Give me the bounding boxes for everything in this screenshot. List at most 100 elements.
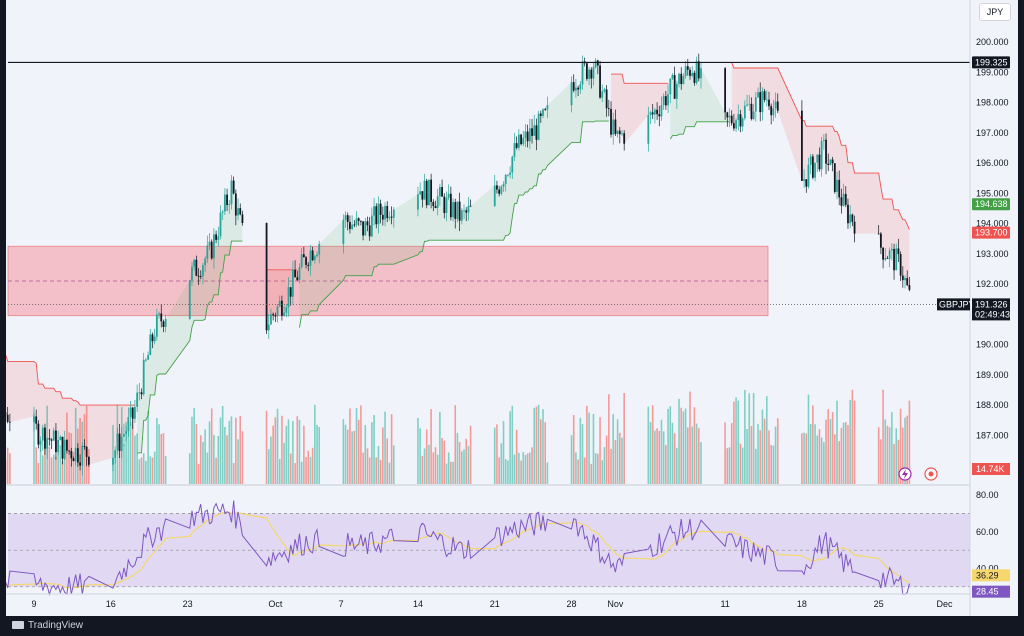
volume-bar xyxy=(79,418,81,484)
candle-body xyxy=(370,215,373,237)
volume-bar xyxy=(496,424,498,484)
candle xyxy=(381,206,384,226)
volume-bar xyxy=(511,405,514,484)
candle-body xyxy=(283,312,286,316)
chart-frame[interactable]: 200.000 199.000 198.000 197.000 196.000 195.0… xyxy=(6,0,1018,616)
candle xyxy=(39,436,42,452)
candle-body xyxy=(298,267,301,281)
record-icon[interactable] xyxy=(924,467,938,481)
volume-bar xyxy=(125,421,127,484)
candle xyxy=(743,100,746,121)
candle xyxy=(158,311,160,319)
candle xyxy=(752,104,755,121)
candle xyxy=(884,248,887,262)
candle-body xyxy=(291,269,294,297)
price-chart[interactable]: 200.000 199.000 198.000 197.000 196.000 195.0… xyxy=(6,0,1018,616)
volume-bar xyxy=(535,406,538,484)
price-tick-label: 189.000 xyxy=(976,370,1009,380)
supertrend-down-tag[interactable]: 193.700 xyxy=(972,226,1010,239)
volume-bar xyxy=(285,425,288,484)
volume-bar xyxy=(678,398,680,484)
rsi-ma-tag-text: 36.29 xyxy=(976,570,999,580)
watermark-text: TradingView xyxy=(28,620,84,631)
volume-bar xyxy=(35,447,37,484)
currency-selector[interactable]: JPY xyxy=(979,3,1011,21)
volume-bar xyxy=(112,425,114,484)
candle-body xyxy=(822,139,825,141)
volume-bar xyxy=(827,409,830,484)
candle-body xyxy=(774,101,777,109)
volume-bar xyxy=(142,453,145,484)
candle xyxy=(454,198,457,229)
tradingview-logo[interactable]: TradingView xyxy=(12,620,83,631)
candle-body xyxy=(193,259,196,267)
volume-bar xyxy=(546,462,549,484)
volume-bar xyxy=(33,413,35,484)
candle xyxy=(278,295,281,308)
candle xyxy=(120,427,123,459)
candle xyxy=(419,182,422,196)
candle-body xyxy=(770,106,773,116)
candle xyxy=(417,186,419,217)
price-tick-label: 188.000 xyxy=(976,400,1009,410)
candle-body xyxy=(237,208,239,216)
candle-body xyxy=(511,156,514,173)
volume-bar xyxy=(748,393,751,484)
candle xyxy=(202,262,204,285)
supertrend-up-tag[interactable]: 194.638 xyxy=(972,198,1010,211)
candle-body xyxy=(458,201,461,221)
volume-bar xyxy=(594,453,597,484)
candle-body xyxy=(114,450,117,458)
candle xyxy=(820,136,823,177)
candle-body xyxy=(515,143,518,148)
last-price-bg xyxy=(972,298,1010,321)
candle xyxy=(838,170,841,206)
volume-bar xyxy=(570,435,573,484)
candle-body xyxy=(164,319,167,327)
horizontal-line-price-tag[interactable]: 199.325 xyxy=(972,56,1010,69)
candle-body xyxy=(151,334,154,342)
candle-body xyxy=(239,208,242,215)
candle xyxy=(656,102,658,120)
rsi-ma-tag[interactable]: 36.29 xyxy=(972,569,1010,582)
candle xyxy=(123,423,125,447)
candle-body xyxy=(226,194,228,205)
volume-bar xyxy=(307,450,310,484)
volume-tag[interactable]: 14.74K xyxy=(972,463,1010,475)
volume-bar xyxy=(443,440,446,484)
lightning-icon[interactable] xyxy=(898,467,912,481)
candle-body xyxy=(513,143,516,157)
candle-body xyxy=(267,324,270,331)
candle xyxy=(809,153,812,175)
volume-bar xyxy=(671,422,674,484)
candle xyxy=(849,205,852,229)
rsi-value-tag[interactable]: 28.45 xyxy=(972,585,1010,598)
candle xyxy=(434,200,437,209)
candle-body xyxy=(667,94,669,106)
volume-bar xyxy=(761,409,764,484)
candle xyxy=(217,226,220,247)
candle xyxy=(234,189,237,226)
candle-body xyxy=(195,259,198,276)
volume-bar xyxy=(419,428,421,484)
candle-body xyxy=(39,440,42,445)
candle-body xyxy=(313,256,316,261)
volume-bar xyxy=(215,457,217,484)
volume-bar xyxy=(812,405,814,484)
candle xyxy=(267,314,270,339)
volume-bar xyxy=(774,426,777,484)
volume-bar xyxy=(59,445,62,484)
candle-body xyxy=(208,241,211,246)
candle xyxy=(138,382,141,401)
candle xyxy=(74,447,77,466)
volume-bar xyxy=(373,415,375,484)
volume-bar xyxy=(880,439,882,484)
rsi-value-tag-text: 28.45 xyxy=(976,587,999,597)
volume-bar xyxy=(456,432,459,484)
candle xyxy=(362,221,364,241)
candle-body xyxy=(188,280,191,320)
volume-bar xyxy=(623,393,625,484)
price-tick-label: 195.000 xyxy=(976,188,1009,198)
candle-body xyxy=(904,278,906,281)
